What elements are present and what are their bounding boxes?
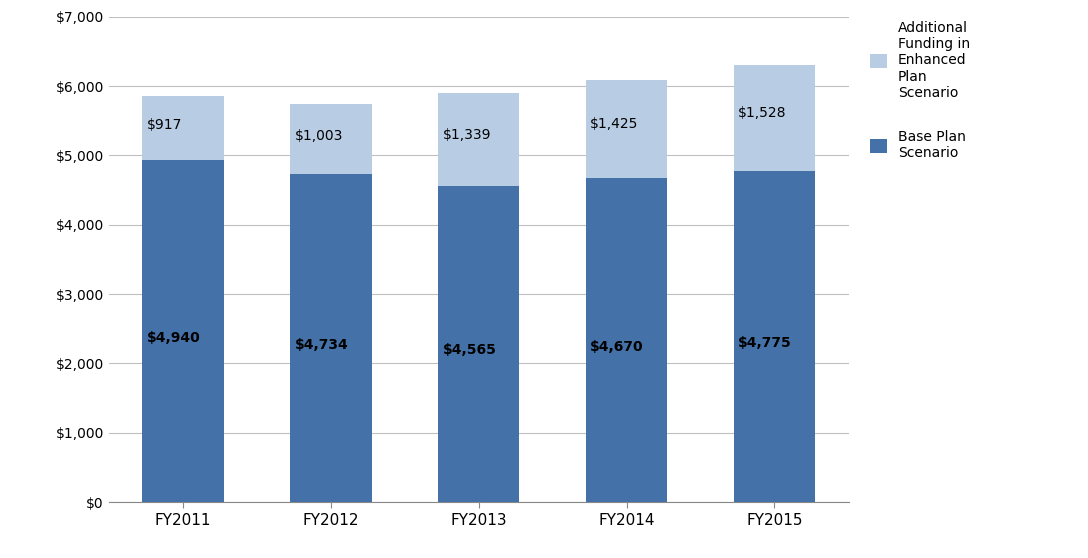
Legend: Additional
Funding in
Enhanced
Plan
Scenario, Base Plan
Scenario: Additional Funding in Enhanced Plan Scen… — [863, 14, 977, 167]
Bar — [438, 186, 519, 502]
Text: $1,003: $1,003 — [295, 129, 343, 143]
Text: $1,528: $1,528 — [738, 106, 787, 120]
Bar — [586, 179, 667, 502]
Bar — [733, 65, 815, 171]
Bar — [143, 160, 224, 502]
Text: $4,565: $4,565 — [443, 343, 496, 357]
Bar — [586, 79, 667, 179]
Bar — [290, 104, 371, 174]
Text: $1,425: $1,425 — [591, 117, 639, 131]
Text: $4,775: $4,775 — [738, 336, 792, 350]
Bar — [438, 93, 519, 186]
Text: $4,734: $4,734 — [295, 338, 348, 352]
Bar — [290, 174, 371, 502]
Text: $4,940: $4,940 — [147, 331, 200, 345]
Text: $4,670: $4,670 — [591, 340, 644, 354]
Text: $917: $917 — [147, 118, 182, 132]
Bar — [143, 96, 224, 160]
Text: $1,339: $1,339 — [443, 128, 491, 142]
Bar — [733, 171, 815, 502]
